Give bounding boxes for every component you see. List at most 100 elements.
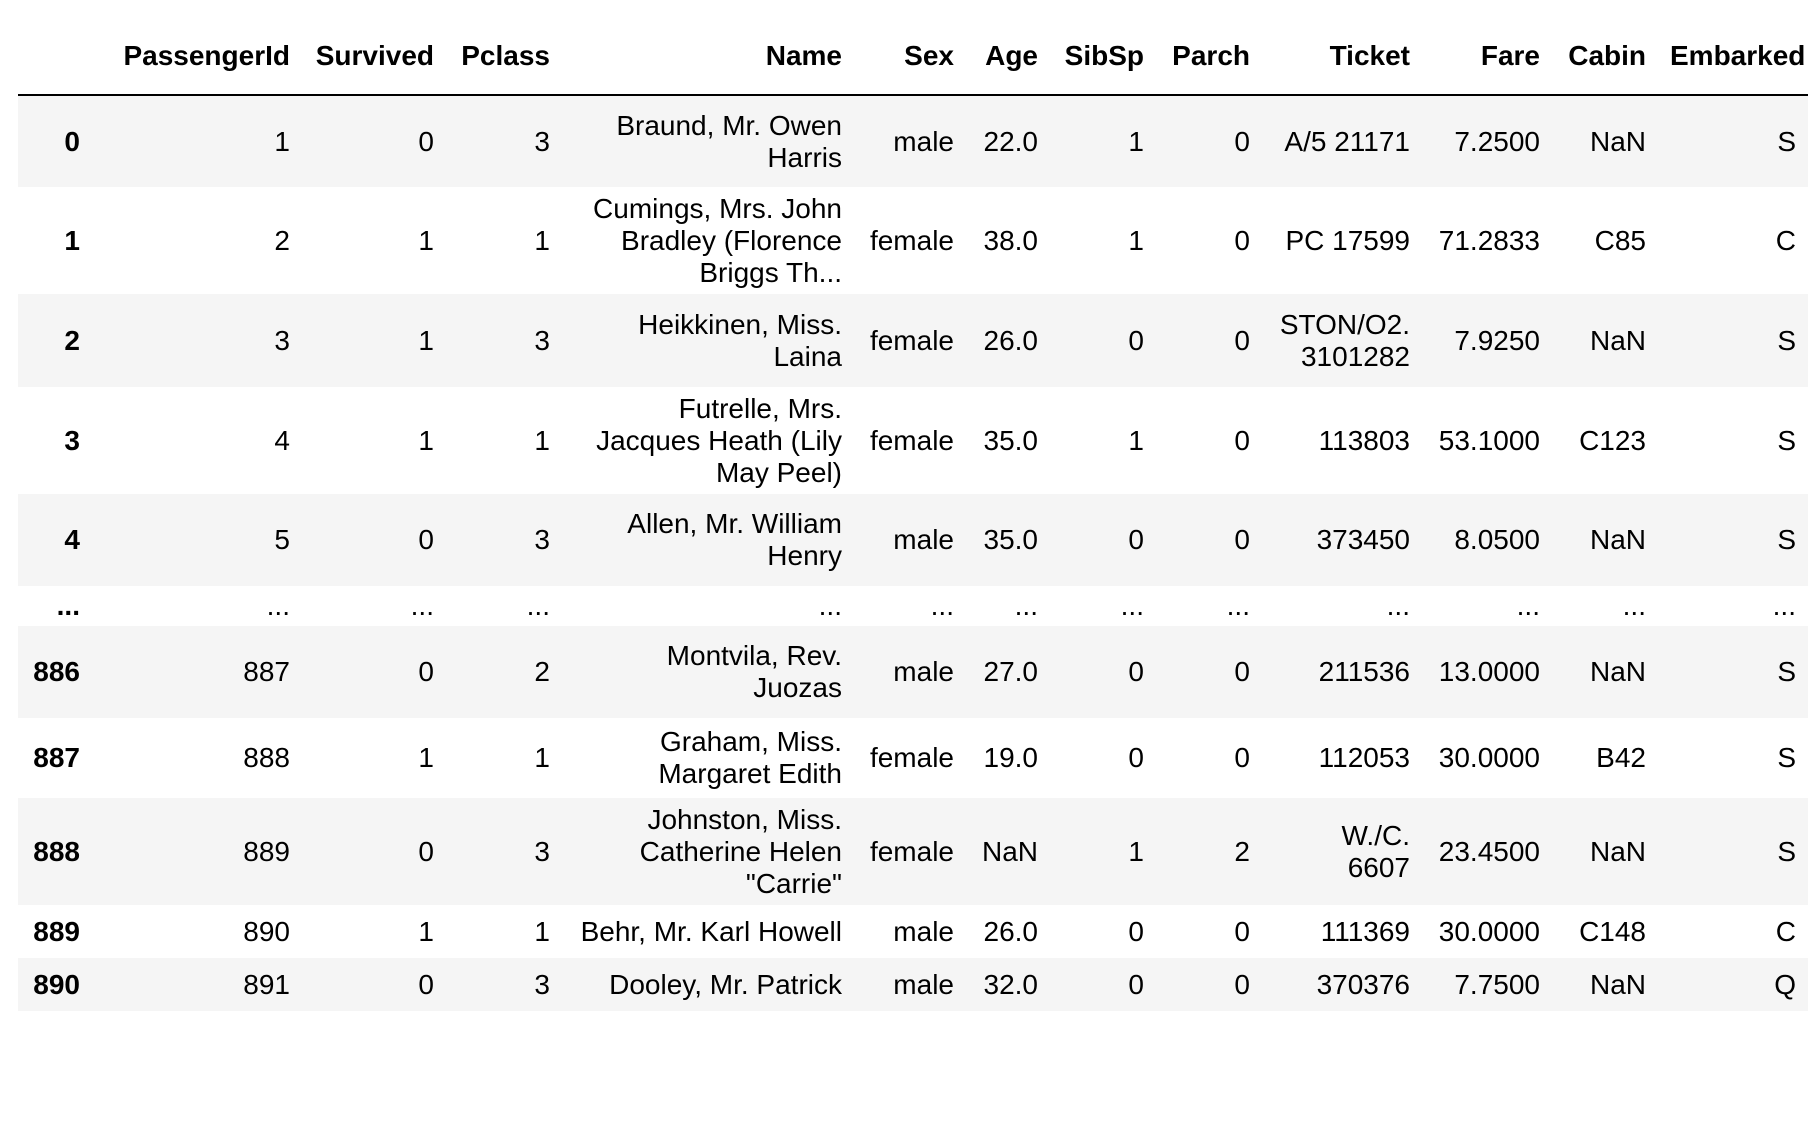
sibsp-cell: 0	[1050, 905, 1156, 958]
pclass-cell: 3	[446, 95, 562, 187]
row-index: 889	[33, 915, 80, 947]
fare-cell: 53.1000	[1422, 387, 1552, 494]
cell-text: 4	[274, 424, 290, 456]
cell-text: 1	[418, 915, 434, 947]
age-cell: 38.0	[966, 187, 1050, 294]
sex-cell: female	[854, 187, 966, 294]
name-cell: Futrelle, Mrs. Jacques Heath (Lily May P…	[562, 387, 854, 494]
cell-text: male	[893, 915, 954, 947]
fare-cell: 7.9250	[1422, 294, 1552, 387]
cell-text: 1	[418, 324, 434, 356]
cell-text: male	[893, 656, 954, 687]
cell-text: 7.7500	[1454, 968, 1540, 1000]
survived-cell: 0	[302, 798, 446, 905]
name-cell: Graham, Miss. Margaret Edith	[562, 718, 854, 798]
ticket-cell: PC 17599	[1262, 187, 1422, 294]
cell-text: 1	[1128, 424, 1144, 456]
cell-text: S	[1777, 125, 1796, 157]
cell-text: NaN	[1589, 524, 1646, 555]
sex-cell: female	[854, 718, 966, 798]
row-index: 890	[33, 968, 80, 1000]
cell-text: 38.0	[983, 224, 1039, 256]
cell-text: 1	[534, 742, 550, 773]
cell-text: 19.0	[983, 742, 1039, 773]
survived-cell: 1	[302, 387, 446, 494]
cell-text: 32.0	[983, 968, 1039, 1000]
cell-text: 3	[274, 324, 290, 356]
sibsp-cell: 0	[1050, 718, 1156, 798]
cell-text: 112053	[1318, 742, 1410, 773]
ticket-cell: 113803	[1262, 387, 1422, 494]
cell-text: 35.0	[983, 424, 1039, 456]
cell-text: 53.1000	[1438, 424, 1540, 456]
parch-cell: 0	[1156, 187, 1262, 294]
cell-text: Allen, Mr. William Henry	[627, 508, 842, 571]
table-body: 0 1 0 3 Braund, Mr. Owen Harris male 22.0 1 0 A/5…	[18, 95, 1808, 1011]
fare-cell: 23.4500	[1422, 798, 1552, 905]
cell-text: female	[869, 835, 954, 867]
cell-text: 1	[418, 224, 434, 256]
cell-text: 1	[1128, 835, 1144, 867]
cell-text: 0	[1234, 424, 1250, 456]
row-index: 4	[64, 524, 80, 555]
pclass-cell: 3	[446, 294, 562, 387]
survived-cell: 1	[302, 187, 446, 294]
cell-text: C	[1775, 915, 1796, 947]
cell-text: ...	[1772, 590, 1796, 621]
cell-text: 1	[1128, 224, 1144, 256]
name-cell: Cumings, Mrs. John Bradley (Florence Bri…	[562, 187, 854, 294]
survived-header: Survived	[302, 30, 446, 96]
fare-header: Fare	[1422, 30, 1552, 96]
cell-text: 13.0000	[1438, 656, 1540, 687]
name-cell: ...	[562, 586, 854, 626]
sex-cell: female	[854, 387, 966, 494]
cell-text: 30.0000	[1438, 915, 1540, 947]
cell-text: 0	[418, 656, 434, 687]
pclass-cell: 3	[446, 494, 562, 586]
cell-text: 7.2500	[1454, 125, 1540, 157]
cell-text: 26.0	[983, 915, 1039, 947]
table-row: 886 887 0 2 Montvila, Rev. Juozas male 27.0 0 0 2…	[18, 626, 1808, 718]
cell-text: C123	[1579, 424, 1646, 456]
age-cell: 19.0	[966, 718, 1050, 798]
cell-text: 1	[534, 224, 550, 256]
cell-text: ...	[930, 590, 954, 621]
cell-text: 3	[534, 524, 550, 555]
pclass-cell: 1	[446, 387, 562, 494]
name-cell: Braund, Mr. Owen Harris	[562, 95, 854, 187]
embarked-cell: S	[1658, 718, 1808, 798]
cell-text: 373450	[1316, 524, 1410, 555]
parch-cell: 2	[1156, 798, 1262, 905]
cell-text: 0	[1234, 915, 1250, 947]
header-row: PassengerId Survived Pclass Name Sex Age SibSp…	[18, 30, 1808, 96]
embarked-cell: S	[1658, 95, 1808, 187]
cell-text: 0	[418, 968, 434, 1000]
cabin-cell: NaN	[1552, 494, 1658, 586]
cell-text: 0	[1128, 324, 1144, 356]
table-row: 889 890 1 1 Behr, Mr. Karl Howell male 26.0 0 0 1…	[18, 905, 1808, 958]
cell-text: female	[869, 424, 954, 456]
cabin-cell: NaN	[1552, 294, 1658, 387]
cell-text: 2	[274, 224, 290, 256]
passengerid-cell: 5	[92, 494, 302, 586]
name-cell: Dooley, Mr. Patrick	[562, 958, 854, 1011]
cell-text: 891	[243, 968, 290, 1000]
cell-text: W./C. 6607	[1341, 819, 1410, 883]
cell-text: 0	[1128, 524, 1144, 555]
name-cell: Montvila, Rev. Juozas	[562, 626, 854, 718]
cell-text: Johnston, Miss. Catherine Helen "Carrie"	[639, 803, 842, 899]
cell-text: 8.0500	[1454, 524, 1540, 555]
parch-cell: 0	[1156, 718, 1262, 798]
sex-cell: male	[854, 626, 966, 718]
ticket-cell: 370376	[1262, 958, 1422, 1011]
cabin-cell: ...	[1552, 586, 1658, 626]
cell-text: 0	[1128, 656, 1144, 687]
cell-text: C85	[1594, 224, 1646, 256]
row-index: 2	[64, 324, 80, 356]
sibsp-cell: 0	[1050, 294, 1156, 387]
cabin-cell: B42	[1552, 718, 1658, 798]
sibsp-cell: 1	[1050, 387, 1156, 494]
cell-text: 71.2833	[1438, 224, 1540, 256]
cabin-cell: NaN	[1552, 798, 1658, 905]
fare-cell: 30.0000	[1422, 718, 1552, 798]
